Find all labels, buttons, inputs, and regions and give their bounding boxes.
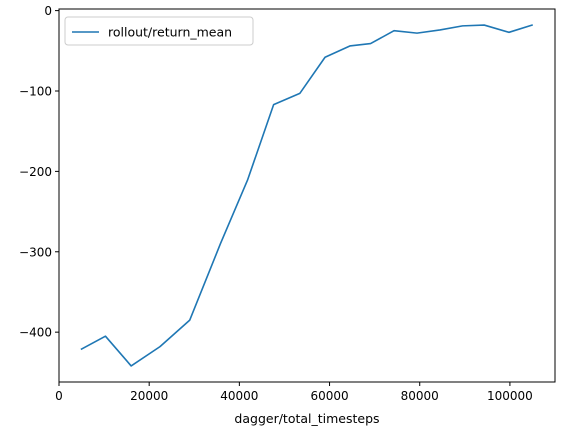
- legend-entry-label: rollout/return_mean: [108, 25, 232, 40]
- x-tick-label: 60000: [310, 389, 348, 403]
- x-tick-label: 20000: [130, 389, 168, 403]
- x-tick-label: 80000: [401, 389, 439, 403]
- legend-box: [64, 16, 254, 46]
- y-tick-label: −100: [19, 84, 52, 98]
- x-tick-label: 40000: [220, 389, 258, 403]
- series-layer: [80, 24, 534, 367]
- legend: rollout/return_mean: [64, 16, 254, 46]
- plot-area: [58, 8, 556, 383]
- series-line-0: [80, 24, 534, 367]
- y-tick-label: −200: [19, 165, 52, 179]
- x-tick-label: 0: [55, 389, 63, 403]
- y-tick-label: 0: [44, 4, 52, 18]
- x-axis: 0 20000 40000 60000 80000 100000: [55, 382, 533, 403]
- y-axis: 0 −100 −200 −300 −400: [19, 4, 59, 340]
- y-tick-label: −400: [19, 326, 52, 340]
- x-axis-label: dagger/total_timesteps: [234, 411, 379, 426]
- plot-frame: [58, 8, 556, 383]
- x-tick-label: 100000: [487, 389, 533, 403]
- y-tick-label: −300: [19, 245, 52, 259]
